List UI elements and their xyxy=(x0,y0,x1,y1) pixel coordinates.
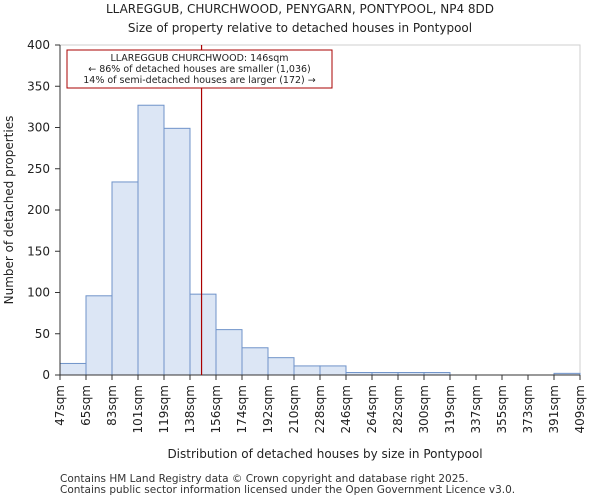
bar-138sqm xyxy=(189,293,217,376)
x-tick-label-47sqm: 47sqm xyxy=(53,385,67,426)
bar-228sqm xyxy=(319,365,347,376)
annotation-line1: LLAREGGUB CHURCHWOOD: 146sqm xyxy=(110,53,288,64)
bar-119sqm xyxy=(163,127,191,376)
chart-title-line1: LLAREGGUB, CHURCHWOOD, PENYGARN, PONTYPO… xyxy=(106,2,494,16)
y-tick-label-400: 400 xyxy=(27,38,50,52)
y-tick-label-50: 50 xyxy=(35,327,50,341)
x-tick-label-210sqm: 210sqm xyxy=(287,385,301,433)
bar-156sqm xyxy=(215,329,243,376)
bar-210sqm xyxy=(293,365,321,376)
x-tick-label-101sqm: 101sqm xyxy=(131,385,145,433)
y-axis-label: Number of detached properties xyxy=(2,116,16,305)
x-tick-label-391sqm: 391sqm xyxy=(547,385,561,433)
x-tick-label-192sqm: 192sqm xyxy=(261,385,275,433)
y-tick-label-200: 200 xyxy=(27,203,50,217)
chart-title-line2: Size of property relative to detached ho… xyxy=(128,21,472,35)
annotation-line3: 14% of semi-detached houses are larger (… xyxy=(83,75,316,86)
x-tick-label-355sqm: 355sqm xyxy=(495,385,509,433)
x-tick-label-138sqm: 138sqm xyxy=(183,385,197,433)
x-axis-label: Distribution of detached houses by size … xyxy=(167,447,482,461)
y-tick-label-100: 100 xyxy=(27,286,50,300)
x-tick-label-156sqm: 156sqm xyxy=(209,385,223,433)
x-tick-label-319sqm: 319sqm xyxy=(443,385,457,433)
bar-65sqm xyxy=(85,295,113,376)
y-tick-label-250: 250 xyxy=(27,162,50,176)
x-tick-label-65sqm: 65sqm xyxy=(79,385,93,426)
x-tick-label-409sqm: 409sqm xyxy=(573,385,587,433)
x-tick-label-228sqm: 228sqm xyxy=(313,385,327,433)
bar-101sqm xyxy=(137,104,165,376)
x-tick-label-300sqm: 300sqm xyxy=(417,385,431,433)
x-tick-label-264sqm: 264sqm xyxy=(365,385,379,433)
bar-47sqm xyxy=(59,362,87,376)
bar-192sqm xyxy=(267,357,295,376)
footer-line2: Contains public sector information licen… xyxy=(60,484,516,496)
y-tick-label-350: 350 xyxy=(27,79,50,93)
footer-line1: Contains HM Land Registry data © Crown c… xyxy=(60,473,469,485)
x-tick-label-282sqm: 282sqm xyxy=(391,385,405,433)
x-tick-label-83sqm: 83sqm xyxy=(105,385,119,426)
y-tick-label-150: 150 xyxy=(27,244,50,258)
bar-83sqm xyxy=(111,181,139,376)
x-tick-label-246sqm: 246sqm xyxy=(339,385,353,433)
x-tick-label-337sqm: 337sqm xyxy=(469,385,483,433)
annotation-line2: ← 86% of detached houses are smaller (1,… xyxy=(88,64,311,75)
annotation-box xyxy=(66,49,333,89)
y-tick-label-300: 300 xyxy=(27,121,50,135)
bar-174sqm xyxy=(241,347,269,376)
x-tick-label-373sqm: 373sqm xyxy=(521,385,535,433)
y-tick-label-0: 0 xyxy=(42,368,50,382)
x-tick-label-119sqm: 119sqm xyxy=(157,385,171,433)
x-tick-label-174sqm: 174sqm xyxy=(235,385,249,433)
